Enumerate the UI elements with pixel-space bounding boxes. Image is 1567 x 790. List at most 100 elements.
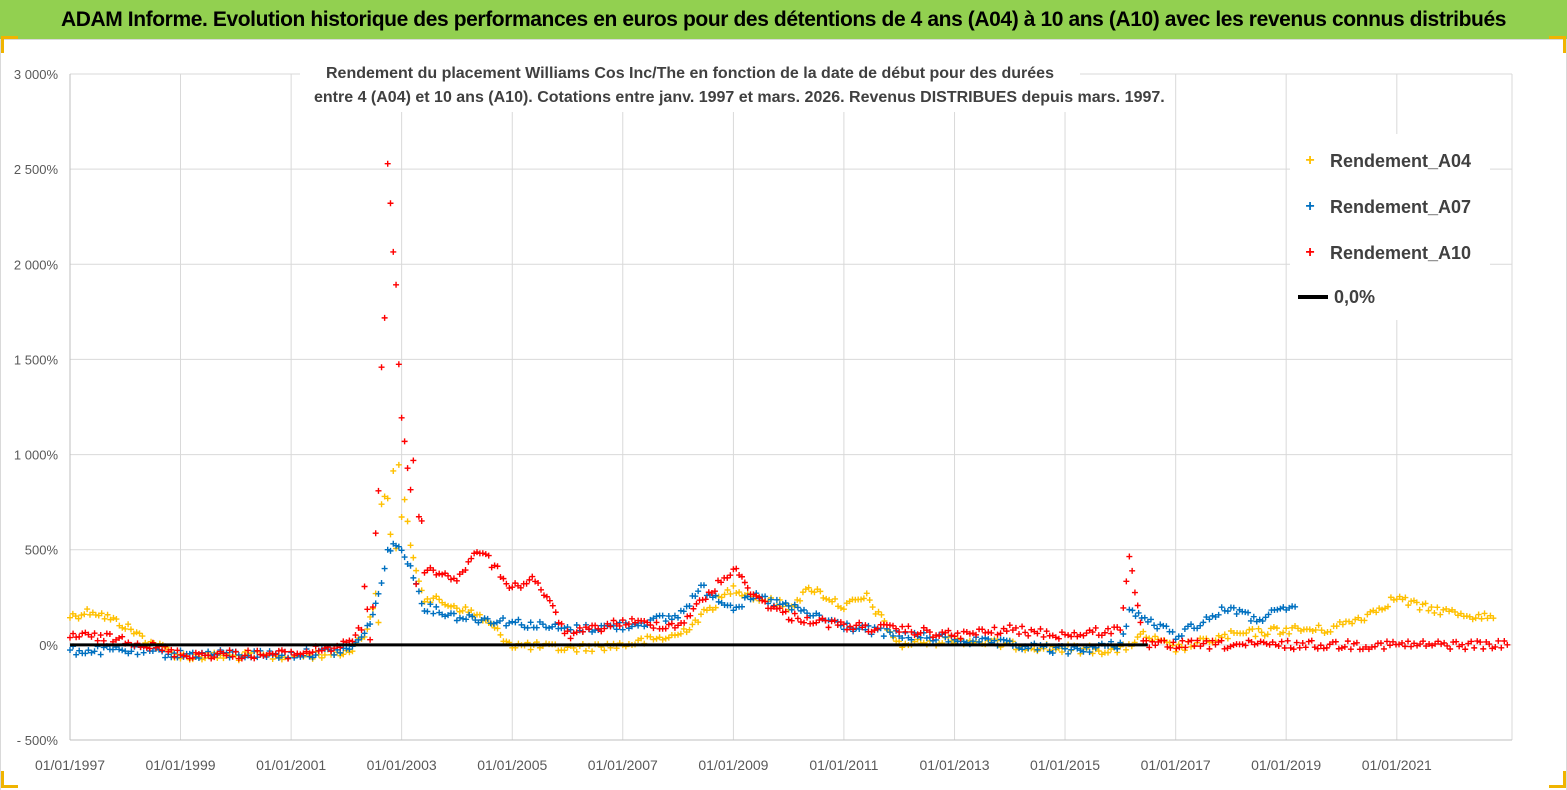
data-point — [662, 635, 669, 642]
data-point — [874, 625, 881, 632]
frame-handle-bottom-right[interactable] — [1549, 771, 1566, 788]
data-point — [1355, 614, 1362, 621]
data-point — [1152, 633, 1159, 640]
data-point — [592, 622, 599, 629]
data-point — [1326, 641, 1333, 648]
data-point — [686, 603, 693, 610]
data-point — [613, 626, 620, 633]
data-point — [850, 626, 857, 633]
data-point — [146, 645, 153, 652]
data-point — [549, 623, 556, 630]
data-point — [180, 652, 187, 659]
data-point — [128, 648, 135, 655]
data-point — [506, 619, 513, 626]
data-point — [462, 567, 469, 574]
data-point — [503, 622, 510, 629]
data-point — [1254, 640, 1261, 647]
data-point — [1147, 616, 1154, 623]
data-point — [442, 601, 449, 608]
data-point — [622, 621, 629, 628]
data-point — [1262, 614, 1269, 621]
frame-handle-top-left[interactable] — [1, 36, 18, 53]
data-point — [1255, 625, 1262, 632]
data-point — [1161, 637, 1168, 644]
data-point — [413, 581, 420, 588]
data-point — [1335, 645, 1342, 652]
data-point — [1123, 578, 1130, 585]
data-point — [543, 593, 550, 600]
data-point — [538, 586, 545, 593]
data-point — [1071, 629, 1078, 636]
data-point — [1025, 645, 1032, 652]
x-tick-label: 01/01/2005 — [477, 757, 547, 773]
data-point — [573, 621, 580, 628]
data-point — [890, 622, 897, 629]
data-point — [1218, 604, 1225, 611]
data-point — [567, 635, 574, 642]
data-point — [837, 604, 844, 611]
data-point — [189, 654, 196, 661]
data-point — [106, 630, 113, 637]
data-point — [309, 654, 316, 661]
data-point — [533, 624, 540, 631]
data-point — [1227, 627, 1234, 634]
data-point — [948, 632, 955, 639]
data-point — [1399, 639, 1406, 646]
data-point — [1080, 648, 1087, 655]
data-point — [963, 628, 970, 635]
x-tick-label: 01/01/2013 — [920, 757, 990, 773]
frame-handle-top-right[interactable] — [1549, 36, 1566, 53]
data-point — [834, 622, 841, 629]
data-point — [1283, 625, 1290, 632]
y-tick-label: - 500% — [17, 733, 59, 748]
data-point — [1416, 606, 1423, 613]
data-point — [1040, 633, 1047, 640]
data-point — [1266, 641, 1273, 648]
data-point — [871, 627, 878, 634]
data-point — [856, 619, 863, 626]
frame-handle-bottom-left[interactable] — [1, 771, 18, 788]
series-rendement-a04 — [67, 461, 1497, 664]
y-tick-label: 0% — [39, 638, 58, 653]
data-point — [100, 637, 107, 644]
data-point — [1486, 641, 1493, 648]
data-point — [140, 649, 147, 656]
data-point — [1278, 638, 1285, 645]
data-point — [453, 577, 460, 584]
data-point — [1248, 638, 1255, 645]
data-point — [785, 616, 792, 623]
x-tick-label: 01/01/2015 — [1030, 757, 1100, 773]
data-point — [1258, 629, 1265, 636]
data-point — [500, 615, 507, 622]
data-point — [469, 613, 476, 620]
data-point — [665, 621, 672, 628]
data-point — [527, 619, 534, 626]
data-point — [1065, 632, 1072, 639]
data-point — [1242, 642, 1249, 649]
data-point — [546, 597, 553, 604]
data-point — [692, 593, 699, 600]
data-point — [847, 623, 854, 630]
data-point — [1172, 648, 1179, 655]
data-point — [570, 630, 577, 637]
data-point — [1212, 641, 1219, 648]
data-point — [680, 608, 687, 615]
data-point — [1206, 645, 1213, 652]
data-point — [1293, 639, 1300, 646]
data-point — [1095, 647, 1102, 654]
data-point — [125, 621, 132, 628]
data-point — [463, 616, 470, 623]
data-point — [1377, 640, 1384, 647]
data-point — [718, 594, 725, 601]
data-point — [1413, 599, 1420, 606]
data-point — [880, 633, 887, 640]
data-point — [604, 620, 611, 627]
data-point — [1135, 609, 1142, 616]
data-point — [586, 626, 593, 633]
plus-marker-icon: + — [1305, 198, 1315, 215]
data-point — [650, 615, 657, 622]
data-point — [1224, 608, 1231, 615]
data-point — [1025, 632, 1032, 639]
data-point — [1218, 637, 1225, 644]
data-point — [229, 653, 236, 660]
